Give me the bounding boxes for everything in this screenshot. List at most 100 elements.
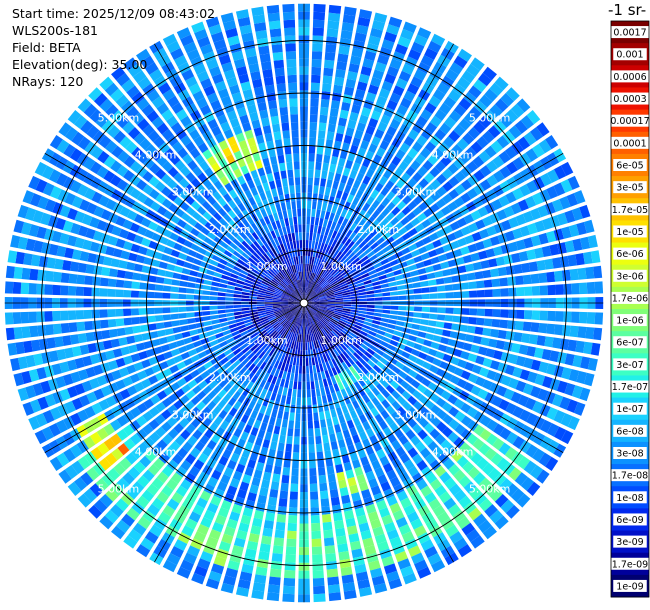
range-gate-cell [314,217,320,226]
range-gate-cell [216,231,226,241]
range-gate-cell [390,216,400,226]
range-gate-cell [407,49,422,61]
range-gate-cell [262,439,271,449]
range-gate-cell [196,70,210,83]
range-gate-cell [55,376,66,389]
range-gate-cell [430,341,440,350]
range-gate-cell [244,249,253,257]
range-gate-cell [298,288,302,296]
range-gate-cell [208,380,218,390]
range-gate-cell [140,537,155,551]
range-gate-cell [225,27,239,39]
range-gate-cell [233,333,242,341]
range-gate-cell [452,248,463,258]
range-gate-cell [313,315,319,323]
range-gate-cell [317,309,326,315]
range-gate-cell [536,122,550,137]
range-gate-cell [435,198,447,209]
range-gate-cell [308,290,314,297]
range-gate-cell [327,20,340,30]
range-gate-cell [287,169,294,178]
range-gate-cell [342,94,353,104]
range-gate-cell [272,300,281,303]
colorbar-title: -1 sr- [608,1,646,19]
range-gate-cell [419,274,428,281]
range-gate-cell [316,451,324,460]
range-gate-cell [41,242,51,255]
range-gate-cell [251,6,265,17]
range-gate-cell [326,377,333,386]
range-gate-cell [298,271,301,280]
range-gate-cell [429,166,441,178]
range-gate-cell [300,247,303,256]
range-gate-cell [439,102,452,115]
range-gate-cell [356,285,366,290]
range-gate-cell [308,240,312,249]
range-gate-cell [311,297,320,301]
range-gate-cell [442,224,453,235]
range-gate-cell [335,407,343,417]
range-gate-cell [28,175,41,190]
range-gate-cell [442,414,454,425]
range-gate-cell [306,373,310,382]
range-gate-cell [354,260,363,267]
range-gate-cell [249,111,259,122]
range-gate-cell [301,326,304,335]
range-gate-cell [210,286,219,292]
range-gate-cell [4,281,14,294]
range-gate-cell [402,195,412,205]
range-gate-cell [398,160,409,172]
range-gate-cell [519,440,532,454]
range-gate-cell [410,379,421,389]
range-gate-cell [415,153,426,165]
range-gate-cell [285,267,291,276]
range-gate-cell [338,479,347,489]
range-gate-cell [66,235,78,247]
range-gate-cell [432,88,446,101]
colorbar-label-box [613,358,647,371]
range-gate-cell [306,310,310,318]
range-gate-cell [273,308,282,312]
range-gate-cell [237,579,251,590]
range-gate-cell [277,186,284,196]
range-gate-cell [309,325,313,334]
colorbar-label-box [610,136,650,149]
range-gate-cell [436,82,450,95]
range-gate-cell [268,448,276,458]
range-gate-cell [277,325,284,333]
range-gate-cell [241,357,250,366]
range-gate-cell [426,272,436,280]
range-gate-cell [266,140,275,150]
range-gate-cell [281,260,287,269]
range-gate-cell [265,274,273,281]
range-gate-cell [564,240,575,253]
range-gate-cell [280,202,287,211]
range-gate-cell [514,472,528,486]
range-gate-cell [372,319,381,325]
range-gate-cell [270,257,277,266]
range-gate-cell [249,293,258,297]
range-gate-cell [151,338,161,347]
range-gate-cell [92,130,106,144]
range-gate-cell [346,194,355,204]
range-gate-cell [324,186,331,196]
range-gate-cell [338,45,350,55]
range-gate-cell [321,318,328,325]
range-gate-cell [296,357,300,366]
range-gate-cell [326,220,333,229]
range-gate-cell [295,412,301,422]
range-gate-cell [461,308,470,315]
range-gate-cell [292,291,299,298]
range-gate-cell [345,517,356,528]
range-gate-cell [328,195,335,205]
range-gate-cell [519,369,531,381]
range-gate-cell [500,375,512,387]
range-gate-cell [284,288,292,294]
range-gate-cell [166,239,176,248]
range-gate-cell [306,208,311,217]
range-gate-cell [151,477,164,490]
range-gate-cell [211,344,221,352]
range-gate-cell [286,276,292,284]
range-gate-cell [222,575,237,586]
range-gate-cell [365,314,374,320]
